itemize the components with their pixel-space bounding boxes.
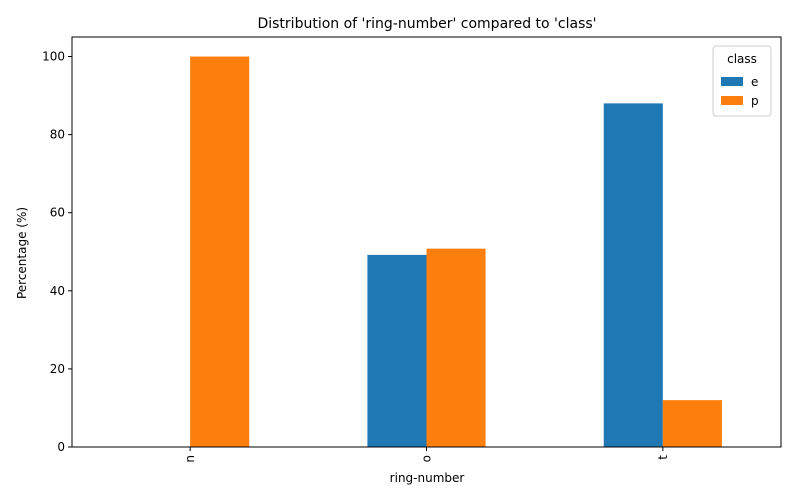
legend-title: class (727, 52, 757, 66)
bar-p-o (426, 248, 486, 447)
bar-p-t (662, 400, 722, 447)
bar-e-o (367, 254, 427, 447)
plot-area: 0 20 40 60 80 100 n o t class ep (42, 36, 782, 463)
bar-p-n (190, 56, 250, 448)
x-tick-label-t: t (656, 455, 670, 460)
legend: class ep (712, 45, 772, 117)
y-tick-label: 80 (50, 128, 65, 142)
y-tick-label: 40 (50, 284, 65, 298)
legend-swatch-p (721, 96, 743, 105)
legend-label-e: e (751, 75, 758, 89)
y-axis-label: Percentage (%) (15, 207, 29, 299)
y-tick-label: 20 (50, 362, 65, 376)
legend-label-p: p (751, 94, 759, 108)
x-tick-label-o: o (420, 455, 434, 462)
x-tick-label-n: n (183, 455, 197, 463)
y-tick-label: 100 (42, 50, 65, 64)
bar-e-t (603, 103, 663, 447)
y-tick-label: 0 (57, 440, 65, 454)
chart-title: Distribution of 'ring-number' compared t… (257, 16, 596, 32)
x-axis-label: ring-number (390, 471, 465, 485)
y-tick-label: 60 (50, 206, 65, 220)
legend-swatch-e (721, 77, 743, 86)
